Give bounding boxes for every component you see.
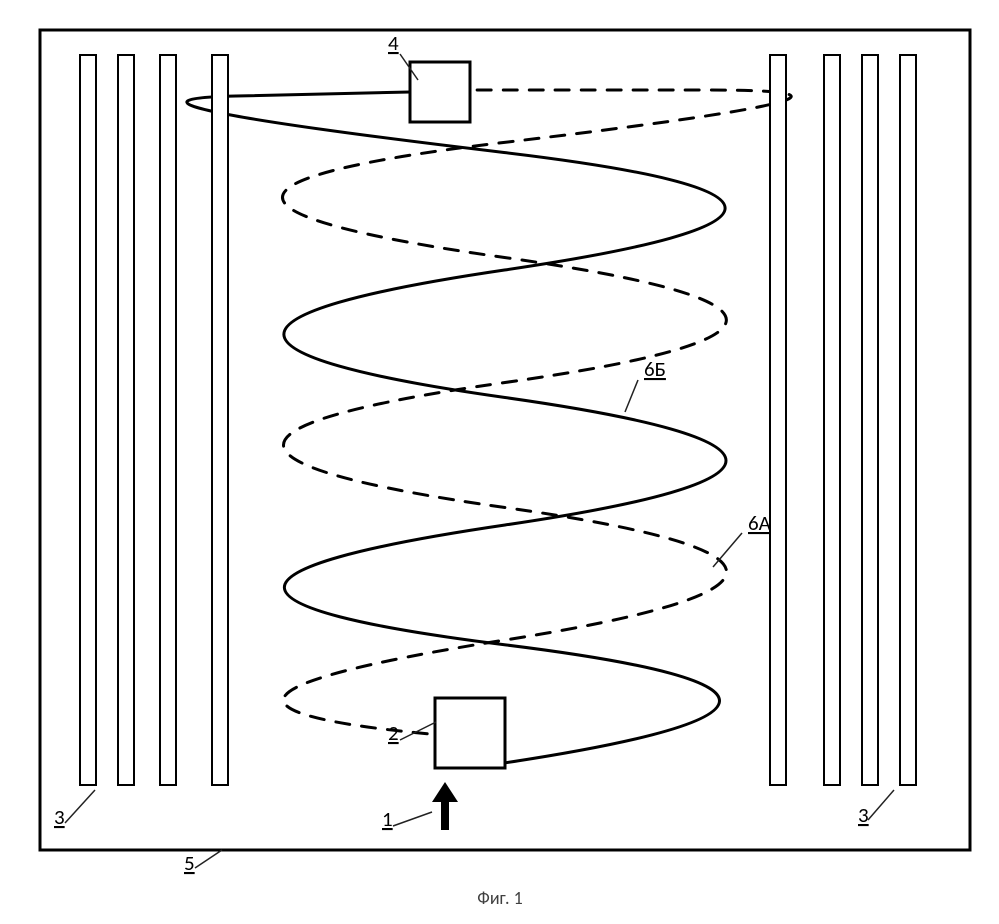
- diagram-stage: 4 6Б 6А 2 1 3 3 5 Фиг. 1: [0, 0, 999, 924]
- label-lbl4: 4: [388, 30, 399, 56]
- right-bar-2: [824, 55, 840, 785]
- label-lbl6B: 6Б: [644, 356, 666, 382]
- leader-L5: [195, 850, 222, 868]
- left-bar-4: [212, 55, 228, 785]
- label-lbl3R: 3: [858, 802, 869, 828]
- label-lbl5: 5: [184, 850, 195, 876]
- bottom-box-2: [435, 698, 505, 768]
- right-bar-4: [900, 55, 916, 785]
- diagram-svg: 4 6Б 6А 2 1 3 3 5: [0, 0, 999, 924]
- top-box-4: [410, 62, 470, 122]
- right-bar-3: [862, 55, 878, 785]
- figure-caption: Фиг. 1: [450, 887, 550, 909]
- label-lbl3L: 3: [54, 804, 65, 830]
- left-bar-2: [118, 55, 134, 785]
- left-bar-1: [80, 55, 96, 785]
- right-bar-1: [770, 55, 786, 785]
- label-lbl2: 2: [388, 720, 399, 746]
- label-lbl1: 1: [382, 806, 393, 832]
- label-lbl6A: 6А: [748, 510, 772, 536]
- left-bar-3: [160, 55, 176, 785]
- figure-caption-text: Фиг. 1: [477, 887, 522, 909]
